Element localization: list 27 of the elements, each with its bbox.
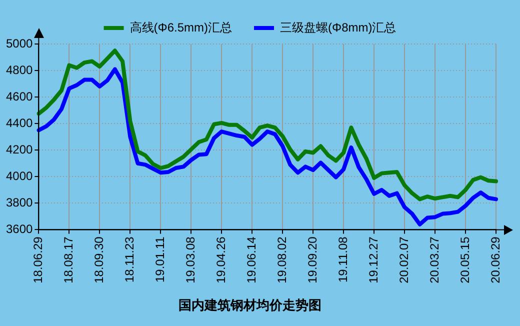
x-tick-label: 19.12.27 <box>366 236 380 284</box>
x-tick-label: 19.03.08 <box>183 236 198 284</box>
x-tick-label: 18.06.29 <box>31 236 46 284</box>
y-tick-label: 3800 <box>6 195 34 210</box>
y-tick-label: 4800 <box>6 62 34 77</box>
x-tick-label: 19.09.20 <box>305 236 320 284</box>
legend-label: 高线(Φ6.5mm)汇总 <box>130 20 232 34</box>
x-tick-label: 19.01.11 <box>152 236 167 283</box>
x-tick-label: 20.03.27 <box>427 236 442 284</box>
x-tick-label: 19.08.02 <box>274 236 289 284</box>
x-tick-label: 18.08.17 <box>61 236 76 284</box>
x-tick-label: 19.11.08 <box>336 236 350 283</box>
legend-label: 三级盘螺(Φ8mm)汇总 <box>280 20 396 34</box>
x-tick-label: 20.02.07 <box>396 236 411 284</box>
y-tick-label: 4400 <box>6 116 34 130</box>
x-tick-label: 18.09.30 <box>92 236 106 284</box>
x-tick-label: 18.11.23 <box>122 236 136 283</box>
y-tick-label: 3600 <box>6 222 34 236</box>
x-tick-label: 19.04.26 <box>214 236 228 284</box>
x-tick-label: 19.06.14 <box>244 236 258 284</box>
y-tick-label: 4600 <box>6 89 34 104</box>
y-tick-label: 5000 <box>6 36 34 50</box>
x-tick-label: 20.05.15 <box>458 236 472 284</box>
y-tick-label: 4000 <box>6 168 34 183</box>
x-tick-label: 20.06.29 <box>488 236 502 284</box>
y-tick-label: 4200 <box>6 142 34 156</box>
text: 国内建筑钢材均价走势图 <box>178 298 322 314</box>
